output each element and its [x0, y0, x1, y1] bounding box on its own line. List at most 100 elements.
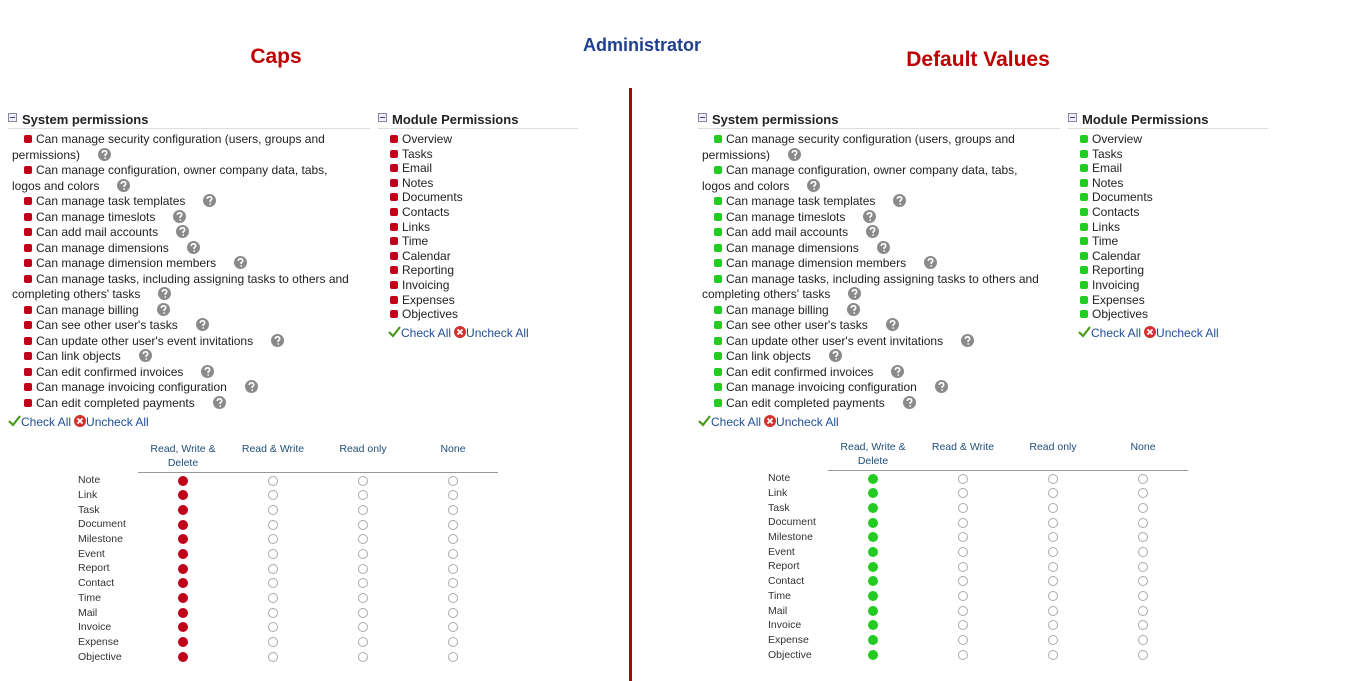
- radio[interactable]: [1048, 635, 1058, 646]
- radio[interactable]: [1138, 488, 1148, 499]
- checkbox[interactable]: [1080, 164, 1088, 173]
- radio[interactable]: [448, 490, 458, 501]
- radio[interactable]: [958, 547, 968, 557]
- uncheck-all[interactable]: Uncheck All: [86, 415, 149, 429]
- check-all[interactable]: Check All: [711, 415, 762, 429]
- checkbox[interactable]: [24, 305, 32, 314]
- radio[interactable]: [358, 519, 368, 530]
- checkbox[interactable]: [714, 367, 722, 376]
- radio[interactable]: [1138, 591, 1148, 602]
- uncheck-all[interactable]: Uncheck All: [466, 325, 529, 340]
- radio[interactable]: [958, 620, 968, 631]
- radio[interactable]: [268, 607, 278, 618]
- radio-selected[interactable]: [868, 473, 878, 484]
- radio[interactable]: [958, 532, 968, 543]
- checkbox[interactable]: [390, 164, 398, 173]
- checkbox[interactable]: [1080, 266, 1088, 275]
- checkbox[interactable]: [390, 207, 398, 216]
- radio[interactable]: [1138, 620, 1148, 631]
- radio[interactable]: [358, 534, 368, 545]
- checkbox[interactable]: [714, 321, 722, 329]
- checkbox[interactable]: [714, 135, 722, 143]
- radio[interactable]: [958, 561, 968, 572]
- radio[interactable]: [268, 563, 278, 574]
- radio[interactable]: [448, 549, 458, 559]
- radio[interactable]: [1048, 547, 1058, 557]
- checkbox[interactable]: [714, 259, 722, 267]
- radio-selected[interactable]: [178, 504, 188, 515]
- checkbox[interactable]: [24, 352, 32, 360]
- checkbox[interactable]: [1080, 280, 1088, 289]
- radio[interactable]: [958, 576, 968, 587]
- radio-selected[interactable]: [868, 502, 878, 513]
- checkbox[interactable]: [24, 383, 32, 391]
- radio-selected[interactable]: [868, 488, 878, 499]
- radio[interactable]: [268, 651, 278, 662]
- radio[interactable]: [1138, 473, 1148, 484]
- checkbox[interactable]: [24, 243, 32, 252]
- checkbox[interactable]: [390, 237, 398, 246]
- checkbox[interactable]: [1080, 193, 1088, 202]
- checkbox[interactable]: [714, 352, 722, 360]
- radio-selected[interactable]: [868, 576, 878, 587]
- radio[interactable]: [268, 637, 278, 648]
- radio[interactable]: [448, 475, 458, 486]
- radio[interactable]: [1138, 517, 1148, 528]
- checkbox[interactable]: [24, 197, 32, 205]
- radio[interactable]: [448, 534, 458, 545]
- radio-selected[interactable]: [178, 593, 188, 604]
- radio[interactable]: [268, 578, 278, 589]
- radio[interactable]: [268, 593, 278, 604]
- radio[interactable]: [358, 578, 368, 589]
- checkbox[interactable]: [1080, 295, 1088, 304]
- radio[interactable]: [1048, 561, 1058, 572]
- checkbox[interactable]: [390, 222, 398, 231]
- check-all[interactable]: Check All: [21, 415, 72, 429]
- checkbox[interactable]: [714, 166, 722, 174]
- radio[interactable]: [448, 607, 458, 618]
- checkbox[interactable]: [390, 280, 398, 289]
- radio[interactable]: [1048, 532, 1058, 543]
- radio[interactable]: [958, 605, 968, 616]
- checkbox[interactable]: [1080, 251, 1088, 260]
- radio[interactable]: [1048, 517, 1058, 528]
- radio[interactable]: [1138, 547, 1148, 557]
- radio[interactable]: [448, 593, 458, 604]
- radio[interactable]: [1048, 605, 1058, 616]
- radio[interactable]: [358, 504, 368, 515]
- radio[interactable]: [1138, 605, 1148, 616]
- checkbox[interactable]: [24, 212, 32, 221]
- radio-selected[interactable]: [868, 561, 878, 572]
- radio-selected[interactable]: [178, 475, 188, 486]
- checkbox[interactable]: [1080, 237, 1088, 246]
- checkbox[interactable]: [24, 367, 32, 376]
- radio[interactable]: [958, 649, 968, 660]
- radio[interactable]: [958, 591, 968, 602]
- radio-selected[interactable]: [178, 651, 188, 662]
- radio[interactable]: [268, 549, 278, 559]
- radio[interactable]: [1048, 649, 1058, 660]
- radio[interactable]: [1138, 649, 1148, 660]
- checkbox[interactable]: [714, 212, 722, 221]
- checkbox[interactable]: [714, 243, 722, 252]
- checkbox[interactable]: [714, 398, 722, 407]
- checkbox[interactable]: [390, 135, 398, 143]
- radio-selected[interactable]: [178, 622, 188, 633]
- radio[interactable]: [358, 651, 368, 662]
- radio-selected[interactable]: [178, 637, 188, 648]
- checkbox[interactable]: [1080, 135, 1088, 143]
- radio[interactable]: [1138, 635, 1148, 646]
- radio[interactable]: [358, 490, 368, 501]
- checkbox[interactable]: [714, 197, 722, 205]
- radio-selected[interactable]: [868, 635, 878, 646]
- checkbox[interactable]: [24, 135, 32, 143]
- radio[interactable]: [1048, 620, 1058, 631]
- check-all[interactable]: Check All: [1091, 325, 1142, 340]
- radio[interactable]: [358, 607, 368, 618]
- radio[interactable]: [448, 637, 458, 648]
- checkbox[interactable]: [390, 193, 398, 202]
- radio[interactable]: [268, 475, 278, 486]
- radio-selected[interactable]: [178, 519, 188, 530]
- radio[interactable]: [1138, 561, 1148, 572]
- radio-selected[interactable]: [868, 620, 878, 631]
